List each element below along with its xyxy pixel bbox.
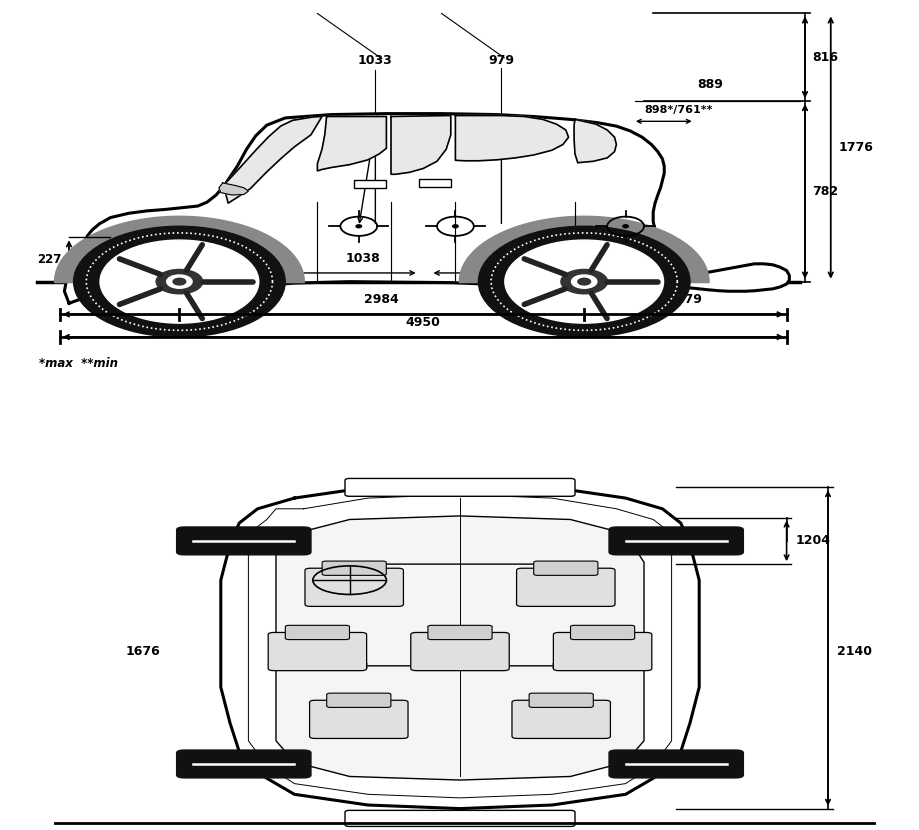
Polygon shape <box>219 183 248 195</box>
Text: 1676: 1676 <box>125 645 160 658</box>
FancyBboxPatch shape <box>310 701 408 739</box>
Text: 979: 979 <box>488 54 514 66</box>
FancyBboxPatch shape <box>516 569 614 607</box>
Circle shape <box>74 227 285 337</box>
FancyBboxPatch shape <box>427 625 492 640</box>
Polygon shape <box>221 484 698 808</box>
Circle shape <box>166 275 192 288</box>
Text: 898*/761**: 898*/761** <box>643 105 711 115</box>
Text: 2984: 2984 <box>364 294 399 306</box>
Text: *max  **min: *max **min <box>39 357 118 370</box>
Polygon shape <box>459 217 709 282</box>
Circle shape <box>505 240 663 323</box>
FancyBboxPatch shape <box>511 701 610 739</box>
FancyBboxPatch shape <box>285 625 349 640</box>
Circle shape <box>561 270 607 294</box>
FancyBboxPatch shape <box>345 810 574 827</box>
Text: 1435: 1435 <box>442 645 477 658</box>
FancyBboxPatch shape <box>345 478 574 496</box>
Text: 227-267: 227-267 <box>37 253 90 266</box>
Text: 1679: 1679 <box>589 645 624 658</box>
Circle shape <box>577 278 590 285</box>
FancyBboxPatch shape <box>553 632 652 671</box>
Text: 816: 816 <box>811 51 837 64</box>
Text: 4950: 4950 <box>405 316 440 329</box>
FancyBboxPatch shape <box>411 632 509 671</box>
FancyBboxPatch shape <box>322 561 386 575</box>
Text: 1079: 1079 <box>667 294 702 306</box>
FancyBboxPatch shape <box>608 527 743 554</box>
Circle shape <box>356 225 361 227</box>
Polygon shape <box>276 516 643 780</box>
Text: 1204: 1204 <box>795 535 830 548</box>
Circle shape <box>571 275 596 288</box>
Text: 782: 782 <box>811 184 837 198</box>
FancyBboxPatch shape <box>305 569 403 607</box>
FancyBboxPatch shape <box>533 561 597 575</box>
Text: 2140: 2140 <box>836 645 871 658</box>
Polygon shape <box>64 114 789 303</box>
Bar <box>418 179 450 187</box>
Text: 887: 887 <box>107 294 132 306</box>
Polygon shape <box>223 116 322 203</box>
Circle shape <box>622 225 628 227</box>
Polygon shape <box>317 116 386 171</box>
Text: 1465: 1465 <box>327 645 362 658</box>
FancyBboxPatch shape <box>608 750 743 778</box>
Circle shape <box>452 225 458 227</box>
Polygon shape <box>54 217 304 282</box>
FancyBboxPatch shape <box>176 750 311 778</box>
Text: 1776: 1776 <box>838 141 873 154</box>
FancyBboxPatch shape <box>528 693 593 707</box>
Text: 889: 889 <box>697 79 722 91</box>
Circle shape <box>156 270 202 294</box>
Text: 1038: 1038 <box>346 251 380 265</box>
Bar <box>354 180 386 188</box>
FancyBboxPatch shape <box>570 625 634 640</box>
Circle shape <box>173 278 186 285</box>
Polygon shape <box>455 115 568 161</box>
Circle shape <box>100 240 258 323</box>
Polygon shape <box>391 115 450 174</box>
Text: 1033: 1033 <box>357 54 392 66</box>
Circle shape <box>478 227 689 337</box>
Text: 989: 989 <box>483 251 509 265</box>
Polygon shape <box>573 120 616 163</box>
FancyBboxPatch shape <box>268 632 366 671</box>
FancyBboxPatch shape <box>326 693 391 707</box>
FancyBboxPatch shape <box>176 527 311 554</box>
